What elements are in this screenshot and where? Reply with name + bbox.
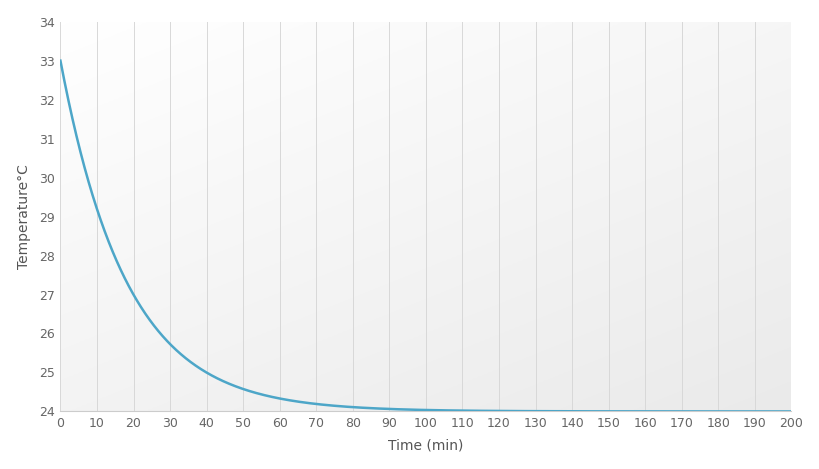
Y-axis label: Temperature°C: Temperature°C — [16, 164, 30, 269]
X-axis label: Time (min): Time (min) — [387, 439, 463, 452]
